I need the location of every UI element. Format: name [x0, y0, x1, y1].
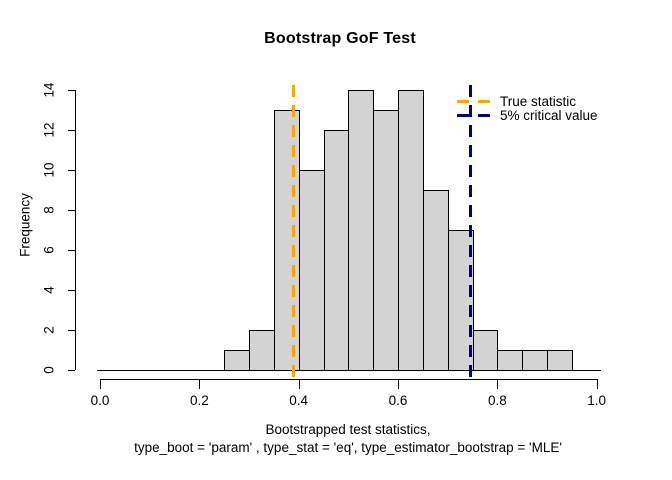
x-tick — [298, 379, 300, 389]
y-tick — [68, 90, 75, 91]
legend-item-critical-value: 5% critical value — [457, 107, 598, 123]
histogram-bar — [323, 130, 350, 371]
histogram-bar — [224, 350, 250, 371]
true-statistic-line-sample-icon — [457, 99, 491, 103]
histogram-bar — [522, 350, 549, 371]
x-axis-caption-line2: type_boot = 'param' , type_stat = 'eq', … — [134, 440, 562, 455]
x-tick — [596, 379, 598, 389]
chart-title: Bootstrap GoF Test — [264, 30, 416, 47]
y-tick-label: 14 — [41, 82, 57, 98]
histogram-bar — [422, 190, 449, 371]
y-tick — [68, 170, 75, 171]
legend: True statistic 5% critical value — [457, 93, 598, 123]
histogram-bar — [273, 110, 300, 371]
x-tick — [398, 379, 400, 389]
y-tick-label: 0 — [41, 366, 57, 374]
true-statistic-line — [292, 85, 296, 383]
y-tick-label: 4 — [41, 286, 57, 294]
x-tick-label: 0.2 — [189, 393, 209, 408]
y-tick-label: 6 — [41, 246, 57, 254]
y-tick-label: 8 — [41, 206, 57, 214]
x-tick-label: 0.6 — [388, 393, 408, 408]
histogram-bar — [348, 90, 375, 371]
histogram-bar — [547, 350, 573, 371]
histogram-bar — [373, 110, 399, 371]
x-tick — [497, 379, 499, 389]
y-tick-label: 2 — [41, 326, 57, 334]
y-axis — [75, 90, 76, 370]
x-axis — [100, 379, 597, 380]
x-axis-caption-line1: Bootstrapped test statistics, — [265, 422, 431, 437]
histogram-bar — [497, 350, 524, 371]
x-tick — [199, 379, 201, 389]
y-tick — [68, 210, 75, 211]
y-tick — [68, 370, 75, 371]
y-tick — [68, 330, 75, 331]
y-tick — [68, 290, 75, 291]
legend-item-true-statistic: True statistic — [457, 93, 598, 109]
legend-label: 5% critical value — [500, 107, 598, 123]
x-tick-label: 0.8 — [487, 393, 507, 408]
x-axis-caption: Bootstrapped test statistics, type_boot … — [24, 421, 672, 457]
histogram-bar — [298, 170, 325, 371]
y-tick — [68, 130, 75, 131]
x-tick-label: 1.0 — [587, 393, 607, 408]
x-tick-label: 0.4 — [289, 393, 309, 408]
critical-value-line — [468, 85, 472, 383]
x-tick-label: 0.0 — [90, 393, 110, 408]
y-tick-label: 10 — [41, 162, 57, 178]
critical-value-line-sample-icon — [457, 113, 491, 117]
y-tick — [68, 250, 75, 251]
y-tick-label: 12 — [41, 122, 57, 138]
legend-label: True statistic — [500, 93, 577, 109]
histogram-bar — [398, 90, 424, 371]
x-tick — [100, 379, 101, 389]
histogram-bar — [472, 330, 499, 371]
histogram-bar — [249, 330, 275, 371]
